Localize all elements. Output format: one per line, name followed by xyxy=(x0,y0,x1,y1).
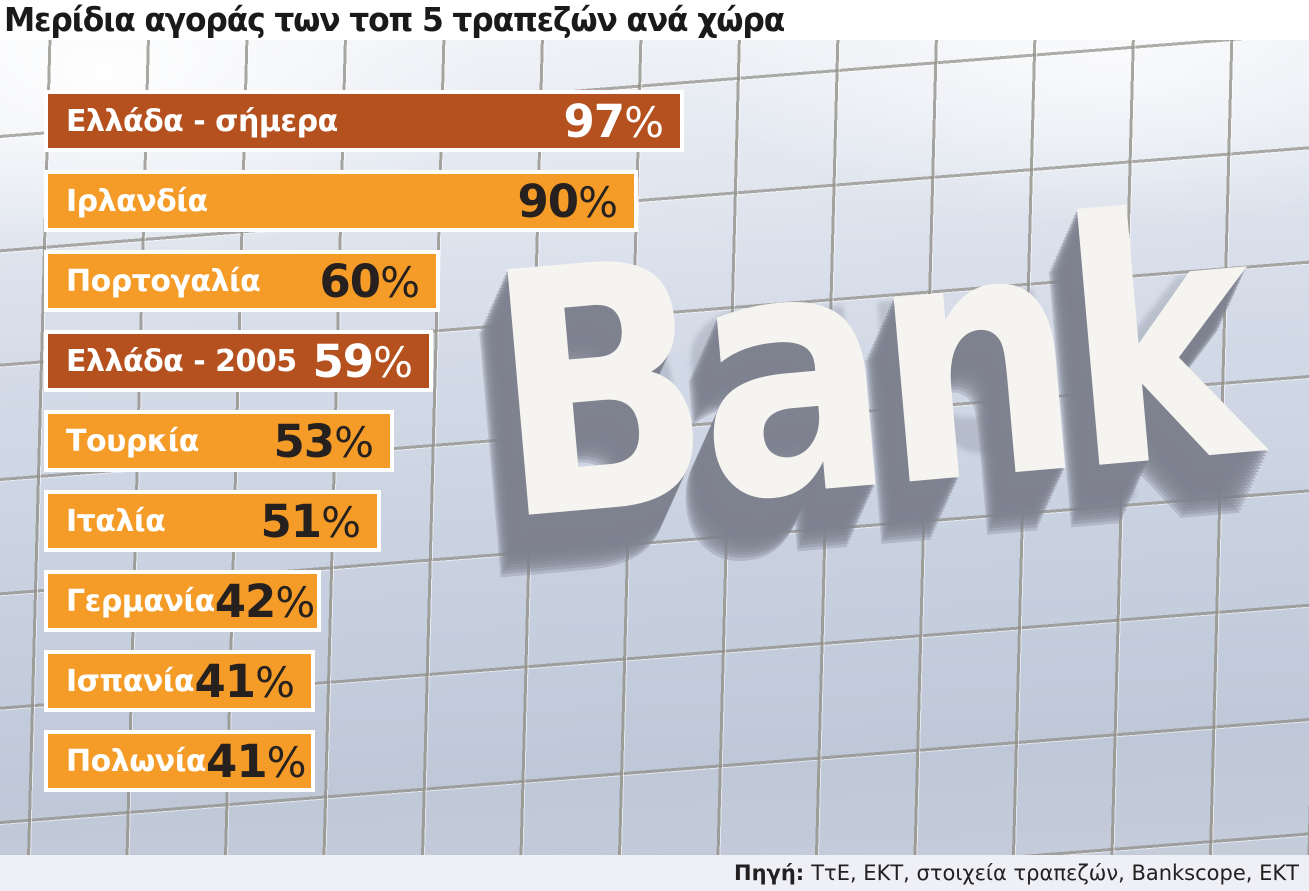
bar-label: Γερμανία xyxy=(66,583,215,619)
bar-row: Ελλάδα - 2005 59% xyxy=(44,330,433,392)
bar-value: 42% xyxy=(214,574,316,628)
percent-sign: % xyxy=(321,497,361,547)
source-strip: Πηγή: ΤτΕ, ΕΚΤ, στοιχεία τραπεζών, Banks… xyxy=(0,855,1309,891)
percent-sign: % xyxy=(380,257,420,307)
percent-sign: % xyxy=(624,97,664,147)
chart-title: Μερίδια αγοράς των τοπ 5 τραπεζών ανά χώ… xyxy=(4,0,785,39)
bar-value: 41% xyxy=(206,734,307,788)
bar-value: 59% xyxy=(312,334,413,388)
source-text: ΤτΕ, ΕΚΤ, στοιχεία τραπεζών, Bankscope, … xyxy=(811,861,1299,885)
bar-row: Ισπανία 41% xyxy=(44,650,315,712)
bar-row: Πολωνία 41% xyxy=(44,730,315,792)
bar-value: 60% xyxy=(319,254,420,308)
percent-sign: % xyxy=(373,337,413,387)
bar-row: Πορτογαλία 60% xyxy=(44,250,440,312)
bar-value: 53% xyxy=(273,414,374,468)
bar-label: Πορτογαλία xyxy=(66,263,261,299)
bar-row: Ελλάδα - σήμερα 97% xyxy=(44,90,684,152)
bar-label: Πολωνία xyxy=(66,743,207,779)
percent-sign: % xyxy=(578,177,618,227)
bar-label: Ισπανία xyxy=(66,663,195,699)
bar-chart: Ελλάδα - σήμερα 97% Ιρλανδία 90% Πορτογαλία 6… xyxy=(44,90,684,810)
bar-label: Ελλάδα - 2005 xyxy=(66,343,297,379)
bar-value: 90% xyxy=(517,174,618,228)
bar-value: 97% xyxy=(563,94,664,148)
source-label: Πηγή: xyxy=(734,861,805,885)
bar-value: 41% xyxy=(194,654,295,708)
percent-sign: % xyxy=(275,577,316,627)
bar-row: Γερμανία 42% xyxy=(44,570,321,632)
bar-row: Τουρκία 53% xyxy=(44,410,394,472)
bar-value: 51% xyxy=(260,494,361,548)
percent-sign: % xyxy=(334,417,374,467)
bar-label: Ιταλία xyxy=(66,503,166,539)
bar-label: Τουρκία xyxy=(66,423,199,459)
percent-sign: % xyxy=(255,657,295,707)
bar-label: Ιρλανδία xyxy=(66,183,208,219)
percent-sign: % xyxy=(266,737,307,787)
bar-row: Ιταλία 51% xyxy=(44,490,381,552)
bar-row: Ιρλανδία 90% xyxy=(44,170,638,232)
bar-label: Ελλάδα - σήμερα xyxy=(66,103,338,139)
